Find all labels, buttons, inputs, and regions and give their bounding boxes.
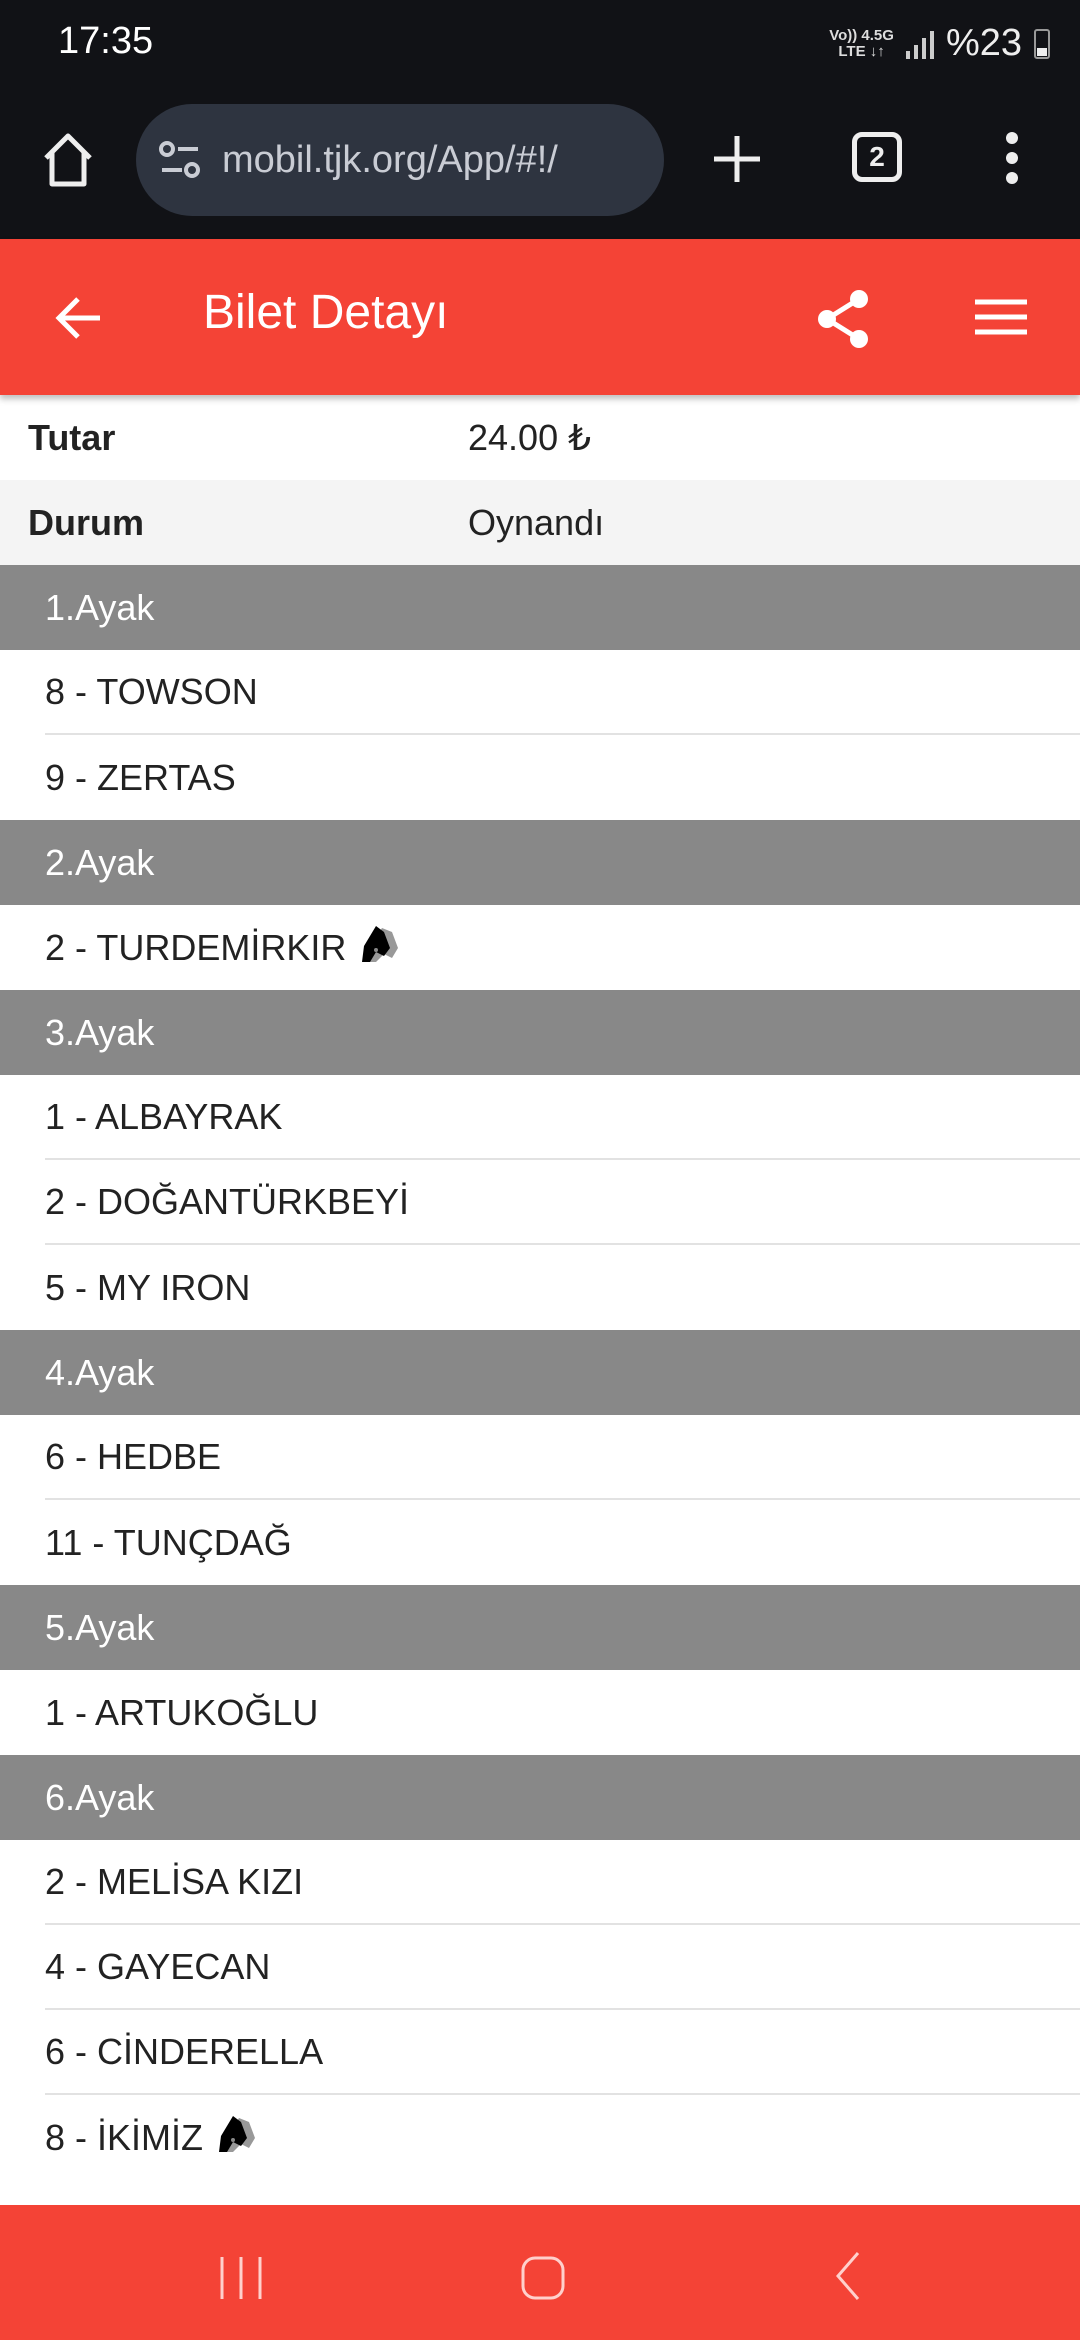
horse-name: 8 - TOWSON — [45, 670, 258, 712]
system-nav-bar — [0, 2205, 1080, 2340]
network-indicator: Vo)) 4.5G LTE ↓↑ — [829, 26, 894, 60]
horse-name: 2 - MELİSA KIZI — [45, 1860, 304, 1902]
horse-name: 4 - GAYECAN — [45, 1945, 271, 1987]
horse-name: 1 - ARTUKOĞLU — [45, 1691, 319, 1733]
site-settings-icon[interactable] — [158, 140, 202, 180]
back-arrow-icon[interactable] — [54, 293, 104, 348]
horse-row: 2 - DOĞANTÜRKBEYİ — [45, 1160, 1080, 1245]
page-title: Bilet Detayı — [203, 286, 449, 339]
url-text: mobil.tjk.org/App/#!/ — [222, 138, 558, 181]
horse-row: 6 - HEDBE — [45, 1415, 1080, 1500]
signal-icon — [905, 29, 934, 59]
horse-row: 8 - İKİMİZ — [45, 2095, 1080, 2180]
status-bar: 17:35 Vo)) 4.5G LTE ↓↑ %23 — [0, 0, 1080, 90]
horse-row: 2 - MELİSA KIZI — [45, 1840, 1080, 1925]
horse-name: 2 - DOĞANTÜRKBEYİ — [45, 1180, 410, 1222]
battery-percent: %23 — [945, 22, 1022, 64]
horse-row: 1 - ARTUKOĞLU — [45, 1670, 1080, 1755]
leg-header: 3.Ayak — [0, 990, 1080, 1075]
horse-row: 9 - ZERTAS — [45, 735, 1080, 820]
horse-row: 8 - TOWSON — [45, 650, 1080, 735]
summary-row-status: Durum Oynandı — [0, 480, 1080, 565]
horse-head-icon — [219, 2114, 265, 2161]
horse-row: 2 - TURDEMİRKIR — [45, 905, 1080, 990]
app-bar: Bilet Detayı — [0, 239, 1080, 395]
battery-icon — [1034, 28, 1050, 59]
horse-name: 8 - İKİMİZ — [45, 2116, 204, 2158]
menu-icon[interactable] — [975, 299, 1027, 340]
horse-name: 6 - CİNDERELLA — [45, 2030, 324, 2072]
horse-name: 6 - HEDBE — [45, 1435, 222, 1477]
horse-name: 5 - MY IRON — [45, 1266, 251, 1308]
share-icon[interactable] — [815, 289, 871, 354]
new-tab-icon[interactable] — [712, 134, 762, 189]
horse-name: 9 - ZERTAS — [45, 756, 236, 798]
horse-row: 4 - GAYECAN — [45, 1925, 1080, 2010]
leg-header: 2.Ayak — [0, 820, 1080, 905]
horse-name: 2 - TURDEMİRKIR — [45, 926, 347, 968]
back-nav-icon[interactable] — [832, 2251, 862, 2306]
leg-header: 6.Ayak — [0, 1755, 1080, 1840]
more-icon[interactable] — [1004, 132, 1020, 189]
horse-name: 11 - TUNÇDAĞ — [45, 1521, 292, 1563]
summary-row-amount: Tutar 24.00 ₺ — [28, 416, 591, 458]
leg-header: 1.Ayak — [0, 565, 1080, 650]
home-icon[interactable] — [40, 130, 96, 195]
clock: 17:35 — [58, 20, 154, 62]
recent-apps-icon[interactable] — [218, 2255, 264, 2306]
leg-header: 4.Ayak — [0, 1330, 1080, 1415]
horse-row: 6 - CİNDERELLA — [45, 2010, 1080, 2095]
horse-name: 1 - ALBAYRAK — [45, 1095, 283, 1137]
horse-row: 1 - ALBAYRAK — [45, 1075, 1080, 1160]
browser-toolbar: mobil.tjk.org/App/#!/ 2 — [0, 90, 1080, 239]
horse-head-icon — [362, 924, 408, 971]
ticket-details: Tutar 24.00 ₺ Durum Oynandı 1.Ayak 8 - TOWS… — [0, 395, 1080, 2180]
horse-row: 11 - TUNÇDAĞ — [45, 1500, 1080, 1585]
horse-row: 5 - MY IRON — [45, 1245, 1080, 1330]
url-bar[interactable]: mobil.tjk.org/App/#!/ — [136, 104, 664, 216]
tabs-icon[interactable]: 2 — [852, 132, 902, 182]
home-button-icon[interactable] — [520, 2255, 566, 2306]
leg-header: 5.Ayak — [0, 1585, 1080, 1670]
